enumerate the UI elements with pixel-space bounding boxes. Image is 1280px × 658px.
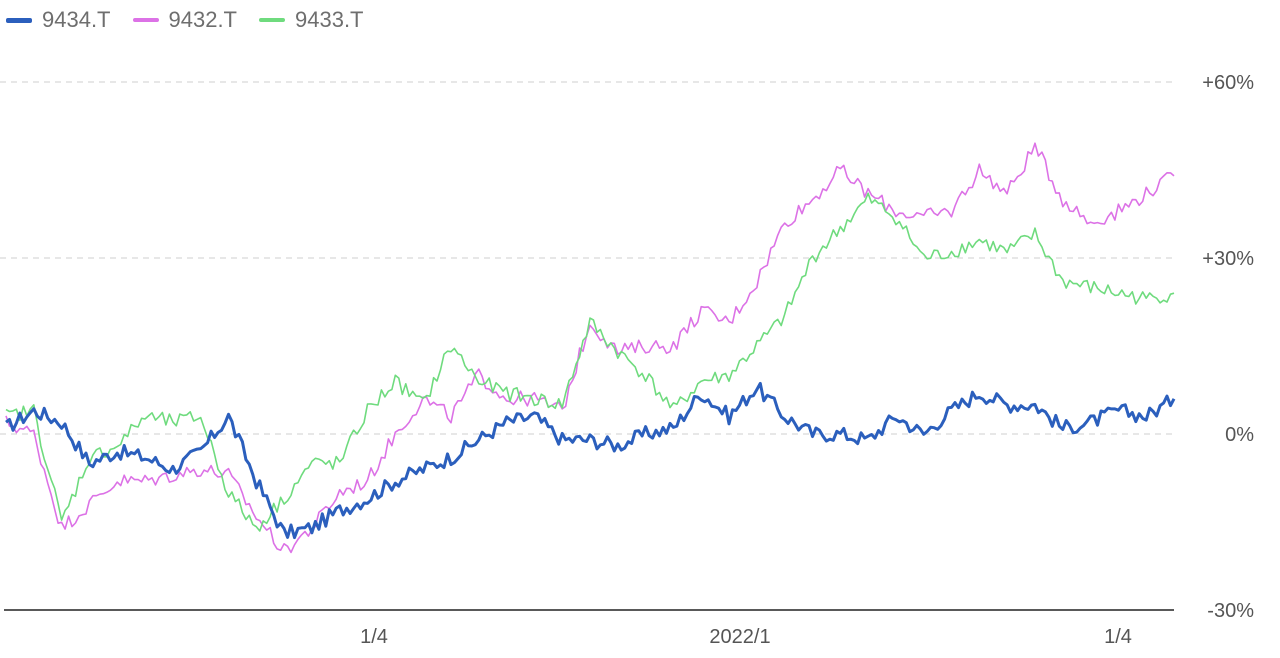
legend-swatch-9433 (259, 18, 285, 22)
x-tick-label: 2022/1 (709, 626, 770, 648)
legend-swatch-9434 (6, 17, 32, 23)
legend-label-9433: 9433.T (295, 7, 364, 32)
chart-legend: 9434.T 9432.T 9433.T (6, 4, 364, 36)
y-tick-label: -30% (1207, 600, 1254, 622)
series-line-9433-T (5, 192, 1175, 532)
y-tick-label: 0% (1225, 424, 1254, 446)
legend-item-9432[interactable]: 9432.T (132, 7, 238, 33)
series-line-9434-T (5, 381, 1176, 540)
y-axis-ticks: +60% +30% 0% -30% (1202, 72, 1254, 622)
x-tick-label: 1/4 (1104, 626, 1132, 648)
series-lines (5, 142, 1176, 554)
legend-label-9434: 9434.T (42, 7, 111, 32)
y-tick-label: +30% (1202, 248, 1254, 270)
series-line-9432-T (5, 142, 1175, 554)
x-tick-label: 1/4 (360, 626, 388, 648)
legend-item-9433[interactable]: 9433.T (259, 7, 364, 33)
legend-swatch-9432 (132, 18, 159, 22)
legend-label-9432: 9432.T (168, 7, 238, 32)
legend-item-9434[interactable]: 9434.T (6, 7, 111, 33)
y-tick-label: +60% (1202, 72, 1254, 94)
gridlines (0, 81, 1174, 435)
x-axis-ticks: 1/4 2022/1 1/4 (360, 626, 1132, 648)
